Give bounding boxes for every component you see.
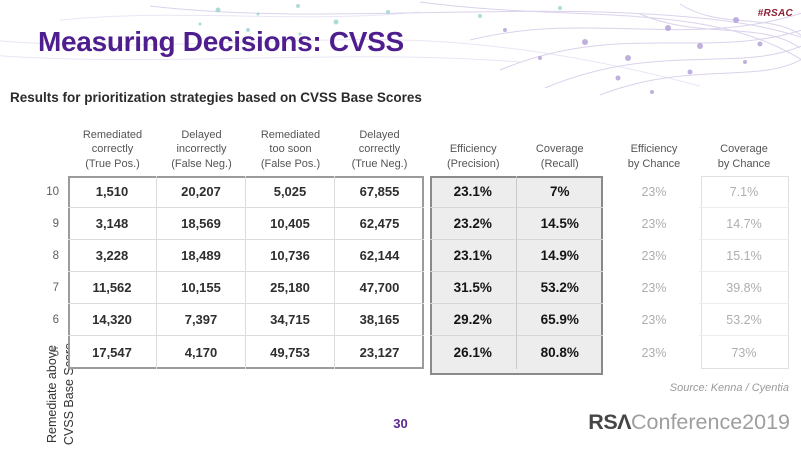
- cell-delayed-correctly: 67,855: [335, 176, 424, 209]
- row-score-label: 8: [52, 250, 59, 263]
- row-score-label: 7: [52, 282, 59, 295]
- cell-remediated-correctly: 17,547: [68, 336, 157, 369]
- cell-remediated-too-soon: 10,405: [246, 208, 335, 241]
- cell-efficiency-by-chance: 23%: [641, 185, 667, 200]
- table-row: 8 3,228 18,489 10,736 62,144 23.1% 14.9%…: [38, 240, 791, 273]
- header-efficiency-by-chance: Efficiency by Chance: [627, 143, 681, 170]
- table-row: 5 17,547 4,170 49,753 23,127 26.1% 80.8%…: [38, 336, 791, 369]
- cell-coverage-by-chance: 53.2%: [699, 304, 789, 337]
- results-table: Remediate above CVSS Base Score Remediat…: [38, 122, 791, 445]
- cell-delayed-incorrectly: 10,155: [157, 272, 246, 305]
- cell-delayed-incorrectly: 18,489: [157, 240, 246, 273]
- table-row: 9 3,148 18,569 10,405 62,475 23.2% 14.5%…: [38, 208, 791, 241]
- table-row: 6 14,320 7,397 34,715 38,165 29.2% 65.9%…: [38, 304, 791, 337]
- cell-coverage-by-chance: 14.7%: [699, 208, 789, 241]
- row-score-label: 5: [52, 346, 59, 359]
- cell-remediated-correctly: 3,228: [68, 240, 157, 273]
- cell-efficiency-precision: 29.2%: [430, 304, 517, 337]
- source-note: Source: Kenna / Cyentia: [669, 382, 789, 394]
- row-score-label: 6: [52, 314, 59, 327]
- header-coverage-recall: Coverage (Recall): [535, 143, 584, 170]
- cell-remediated-too-soon: 10,736: [246, 240, 335, 273]
- cell-efficiency-precision: 23.2%: [430, 208, 517, 241]
- row-score-label: 10: [46, 186, 59, 199]
- cell-delayed-incorrectly: 20,207: [157, 176, 246, 209]
- cell-efficiency-by-chance: 23%: [641, 217, 667, 232]
- cell-efficiency-precision: 31.5%: [430, 272, 517, 305]
- cell-remediated-correctly: 11,562: [68, 272, 157, 305]
- cell-coverage-by-chance: 15.1%: [699, 240, 789, 273]
- cell-remediated-too-soon: 34,715: [246, 304, 335, 337]
- cell-efficiency-precision: 23.1%: [430, 176, 517, 209]
- header-efficiency-precision: Efficiency (Precision): [446, 143, 500, 170]
- cell-coverage-by-chance: 39.8%: [699, 272, 789, 305]
- cell-remediated-too-soon: 49,753: [246, 336, 335, 369]
- main-table-outline: [68, 176, 424, 369]
- table-row: 7 11,562 10,155 25,180 47,700 31.5% 53.2…: [38, 272, 791, 305]
- cell-coverage-recall: 14.5%: [516, 208, 603, 241]
- rsac-hashtag: #RSAC: [757, 8, 793, 19]
- cell-delayed-correctly: 38,165: [335, 304, 424, 337]
- cell-coverage-recall: 53.2%: [516, 272, 603, 305]
- cell-delayed-correctly: 62,144: [335, 240, 424, 273]
- cell-delayed-incorrectly: 18,569: [157, 208, 246, 241]
- cell-coverage-recall: 7%: [516, 176, 603, 209]
- cell-remediated-too-soon: 5,025: [246, 176, 335, 209]
- header-remediated-too-soon: Remediated too soon (False Pos.): [260, 129, 321, 170]
- row-score-label: 9: [52, 218, 59, 231]
- header-coverage-by-chance: Coverage by Chance: [717, 143, 771, 170]
- cell-coverage-recall: 14.9%: [516, 240, 603, 273]
- cell-delayed-incorrectly: 4,170: [157, 336, 246, 369]
- cell-efficiency-precision: 26.1%: [430, 336, 517, 369]
- header-delayed-incorrectly: Delayed incorrectly (False Neg.): [171, 129, 232, 170]
- cell-efficiency-by-chance: 23%: [641, 345, 667, 360]
- cell-remediated-too-soon: 25,180: [246, 272, 335, 305]
- highlight-box: [430, 176, 603, 375]
- cell-coverage-by-chance: 73%: [731, 345, 757, 360]
- table-header-row: Remediated correctly (True Pos.) Delayed…: [38, 122, 791, 176]
- rsa-logo-mark: RSΛ: [588, 410, 632, 434]
- rsa-conference-logo: RSΛConference2019: [588, 410, 790, 435]
- cell-efficiency-by-chance: 23%: [641, 313, 667, 328]
- cell-delayed-incorrectly: 7,397: [157, 304, 246, 337]
- cell-efficiency-by-chance: 23%: [641, 249, 667, 264]
- slide-title: Measuring Decisions: CVSS: [38, 26, 404, 57]
- cell-delayed-correctly: 47,700: [335, 272, 424, 305]
- cell-efficiency-by-chance: 23%: [641, 281, 667, 296]
- cell-coverage-recall: 80.8%: [540, 345, 579, 361]
- cell-remediated-correctly: 1,510: [68, 176, 157, 209]
- cell-efficiency-precision: 23.1%: [430, 240, 517, 273]
- cell-delayed-correctly: 23,127: [359, 345, 400, 361]
- slide-page-number: 30: [393, 416, 408, 431]
- table-row: 10 1,510 20,207 5,025 67,855 23.1% 7% 23…: [38, 176, 791, 209]
- rsa-logo-text: Conference2019: [631, 410, 790, 434]
- cell-remediated-correctly: 14,320: [68, 304, 157, 337]
- cell-delayed-correctly: 62,475: [335, 208, 424, 241]
- header-delayed-correctly: Delayed correctly (True Neg.): [351, 129, 408, 170]
- cell-remediated-correctly: 3,148: [68, 208, 157, 241]
- header-remediated-correctly: Remediated correctly (True Pos.): [82, 129, 143, 170]
- table-rows: 10 1,510 20,207 5,025 67,855 23.1% 7% 23…: [38, 176, 791, 369]
- cell-coverage-recall: 65.9%: [516, 304, 603, 337]
- cell-coverage-by-chance: 7.1%: [699, 176, 789, 209]
- table-caption: Results for prioritization strategies ba…: [10, 90, 422, 105]
- coverage-by-chance-box: [701, 176, 789, 369]
